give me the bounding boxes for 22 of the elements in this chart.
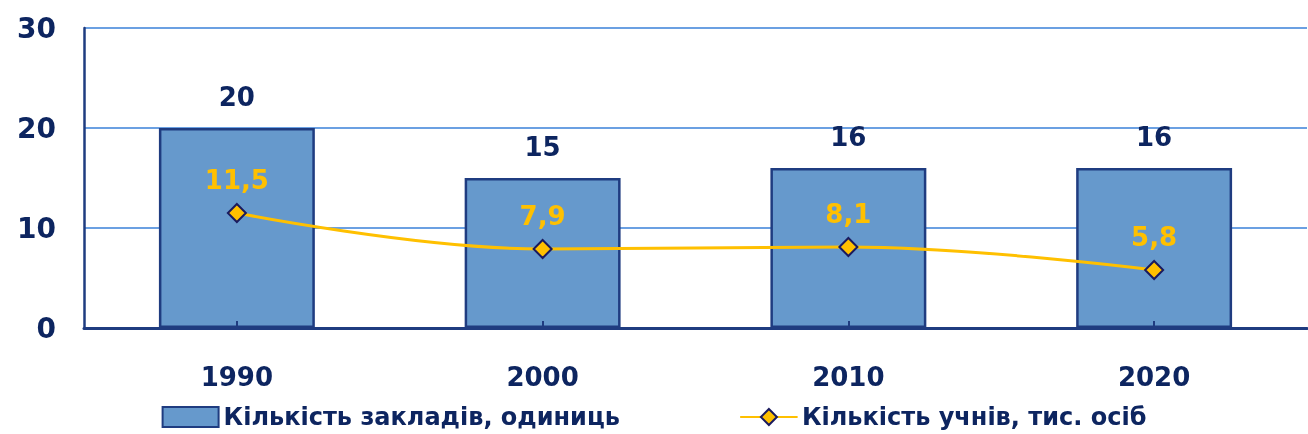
point xyxy=(838,237,859,257)
data-label: 7,9 xyxy=(519,201,566,231)
y-tick-label: 20 xyxy=(17,111,56,145)
point xyxy=(532,239,553,259)
data-label: 11,5 xyxy=(204,165,269,195)
data-label: 20 xyxy=(218,82,255,112)
legend-label: Кількість учнів, тис. осіб xyxy=(801,403,1147,431)
data-label: 5,8 xyxy=(1131,222,1178,252)
x-tick-label: 2000 xyxy=(506,362,579,392)
point xyxy=(1144,260,1165,280)
point xyxy=(226,203,247,223)
y-tick-label: 10 xyxy=(17,211,56,245)
data-label: 15 xyxy=(524,132,561,162)
data-label: 16 xyxy=(830,122,867,152)
y-tick-label: 0 xyxy=(36,311,56,345)
data-label: 8,1 xyxy=(825,199,872,229)
y-tick-label: 30 xyxy=(17,11,56,45)
x-tick-label: 1990 xyxy=(200,362,274,392)
x-tick-label: 2010 xyxy=(812,362,885,392)
x-tick-label: 2020 xyxy=(1117,362,1191,392)
data-label: 16 xyxy=(1136,122,1173,152)
legend-label: Кількість закладів, одиниць xyxy=(223,403,620,431)
